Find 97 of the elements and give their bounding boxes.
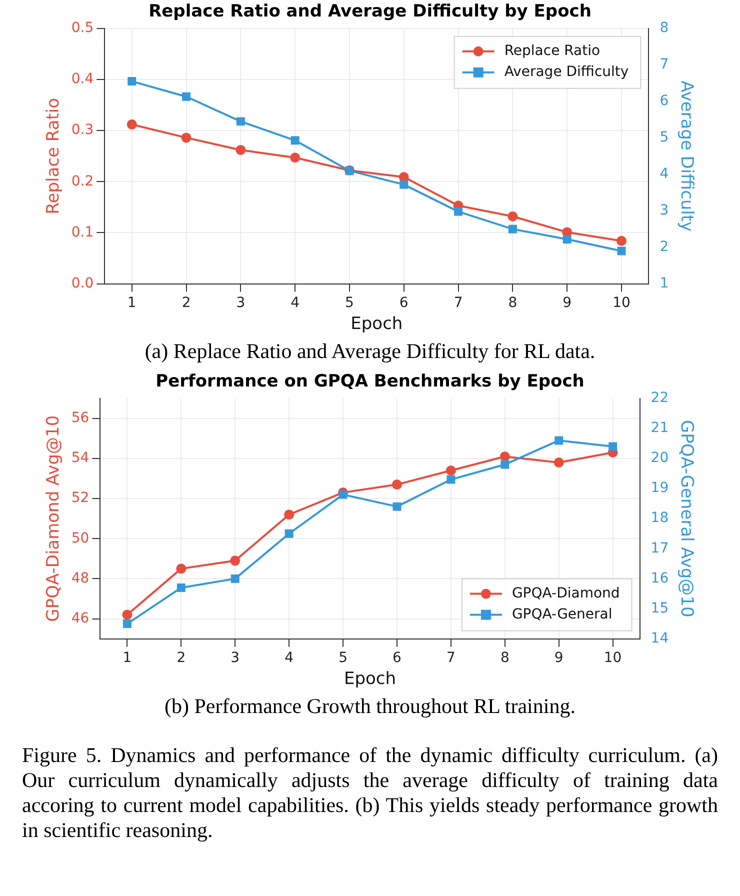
point xyxy=(236,117,245,126)
y-tick-label: 46 xyxy=(71,610,90,626)
chart-title: Performance on GPQA Benchmarks by Epoch xyxy=(156,372,584,392)
point xyxy=(122,610,132,620)
legend-label: Average Difficulty xyxy=(504,64,629,80)
point xyxy=(454,207,463,216)
x-tick-label: 6 xyxy=(392,650,402,666)
x-tick-label: 1 xyxy=(127,294,136,311)
point xyxy=(400,180,408,189)
x-tick-label: 3 xyxy=(230,650,240,666)
x-tick-label: 2 xyxy=(182,294,191,311)
point xyxy=(392,480,402,490)
text: (b) Performance Growth throughout RL training. xyxy=(164,694,576,719)
point xyxy=(236,144,246,155)
point xyxy=(500,451,510,462)
x-tick-label: 9 xyxy=(562,294,572,311)
y-tick-label: 0.2 xyxy=(71,173,94,190)
point xyxy=(508,211,518,222)
legend-label: Replace Ratio xyxy=(504,43,600,60)
point xyxy=(176,564,186,574)
y2-tick-label: 20 xyxy=(650,450,669,466)
x-tick-label: 4 xyxy=(290,294,300,311)
point xyxy=(181,132,192,143)
point xyxy=(126,119,137,130)
x-axis-title: Epoch xyxy=(350,314,403,334)
x-tick-label: 5 xyxy=(345,294,354,311)
point xyxy=(182,92,191,101)
point xyxy=(338,490,348,499)
x-tick-label: 8 xyxy=(508,294,518,311)
x-tick-label: 10 xyxy=(612,294,630,311)
point xyxy=(284,529,294,538)
y2-tick-label: 22 xyxy=(650,390,669,406)
point xyxy=(562,235,572,244)
point xyxy=(446,466,456,476)
point xyxy=(290,136,300,145)
chart-title: Replace Ratio and Average Difficulty by Epoch xyxy=(148,2,592,22)
y-tick-label: 0.5 xyxy=(71,20,94,36)
point xyxy=(230,556,240,566)
y2-tick-label: 18 xyxy=(650,510,669,526)
y2-tick-label: 21 xyxy=(650,420,669,436)
y2-tick-label: 1 xyxy=(660,275,669,292)
y2-tick-label: 14 xyxy=(650,630,669,646)
point xyxy=(122,620,132,628)
y-tick-label: 50 xyxy=(71,530,90,546)
x-tick-label: 4 xyxy=(284,650,294,666)
point xyxy=(446,475,456,484)
x-axis-title: Epoch xyxy=(344,669,396,690)
point xyxy=(617,246,626,256)
y2-tick-label: 16 xyxy=(650,570,669,586)
y-tick-label: 48 xyxy=(71,570,90,586)
y-tick-label: 0.3 xyxy=(71,122,94,138)
x-tick-label: 5 xyxy=(338,650,348,666)
x-tick-label: 7 xyxy=(446,650,456,666)
y2-tick-label: 8 xyxy=(660,20,669,36)
y-tick-label: 52 xyxy=(71,490,90,506)
point xyxy=(284,510,294,520)
point xyxy=(508,224,517,234)
point xyxy=(608,442,618,451)
y2-tick-label: 19 xyxy=(650,480,669,496)
y2-tick-label: 15 xyxy=(650,600,669,616)
y-tick-label: 56 xyxy=(71,410,90,426)
y2-tick-label: 4 xyxy=(660,166,669,182)
point xyxy=(128,77,136,86)
y-tick-label: 0.4 xyxy=(71,71,94,88)
point xyxy=(290,152,300,163)
x-tick-label: 3 xyxy=(236,294,246,311)
x-tick-label: 2 xyxy=(176,650,186,666)
point xyxy=(554,436,564,445)
point xyxy=(554,458,564,468)
legend-label: GPQA-General xyxy=(512,606,612,622)
y2-tick-label: 2 xyxy=(660,238,669,255)
y2-tick-label: 3 xyxy=(660,202,669,218)
x-tick-label: 8 xyxy=(500,650,510,666)
point xyxy=(176,583,186,592)
point xyxy=(230,574,240,583)
x-tick-label: 1 xyxy=(122,650,132,666)
y2-axis-title: GPQA-General Avg@10 xyxy=(676,420,696,618)
y-tick-label: 54 xyxy=(71,450,90,466)
x-tick-label: 6 xyxy=(399,294,408,311)
text: (a) Replace Ratio and Average Difficulty for RL data. xyxy=(144,339,596,364)
legend-label: GPQA-Diamond xyxy=(512,585,620,602)
x-tick-label: 9 xyxy=(554,650,564,666)
y-axis-title: Replace Ratio xyxy=(44,98,64,214)
point xyxy=(500,460,510,469)
caption: Figure 5. Dynamics and performance of the dynamic difficulty curriculum. (a) Our curriculum dynamically adjusts the average difficulty of training data accoring to current model capabilities. (b) This yields steady performance growth in scientific reasoning. xyxy=(22,743,718,843)
y2-tick-label: 6 xyxy=(660,93,669,110)
y-tick-label: 0.1 xyxy=(71,224,94,240)
y2-axis-title: Average Difficulty xyxy=(676,80,696,232)
y2-tick-label: 7 xyxy=(660,56,669,73)
y2-tick-label: 17 xyxy=(650,540,669,556)
y2-tick-label: 5 xyxy=(660,130,669,146)
x-tick-label: 10 xyxy=(604,650,622,666)
y-tick-label: 0.0 xyxy=(71,275,94,292)
point xyxy=(392,502,402,511)
x-tick-label: 7 xyxy=(454,294,463,311)
y-axis-title: GPQA-Diamond Avg@10 xyxy=(44,415,64,622)
point xyxy=(616,236,626,246)
